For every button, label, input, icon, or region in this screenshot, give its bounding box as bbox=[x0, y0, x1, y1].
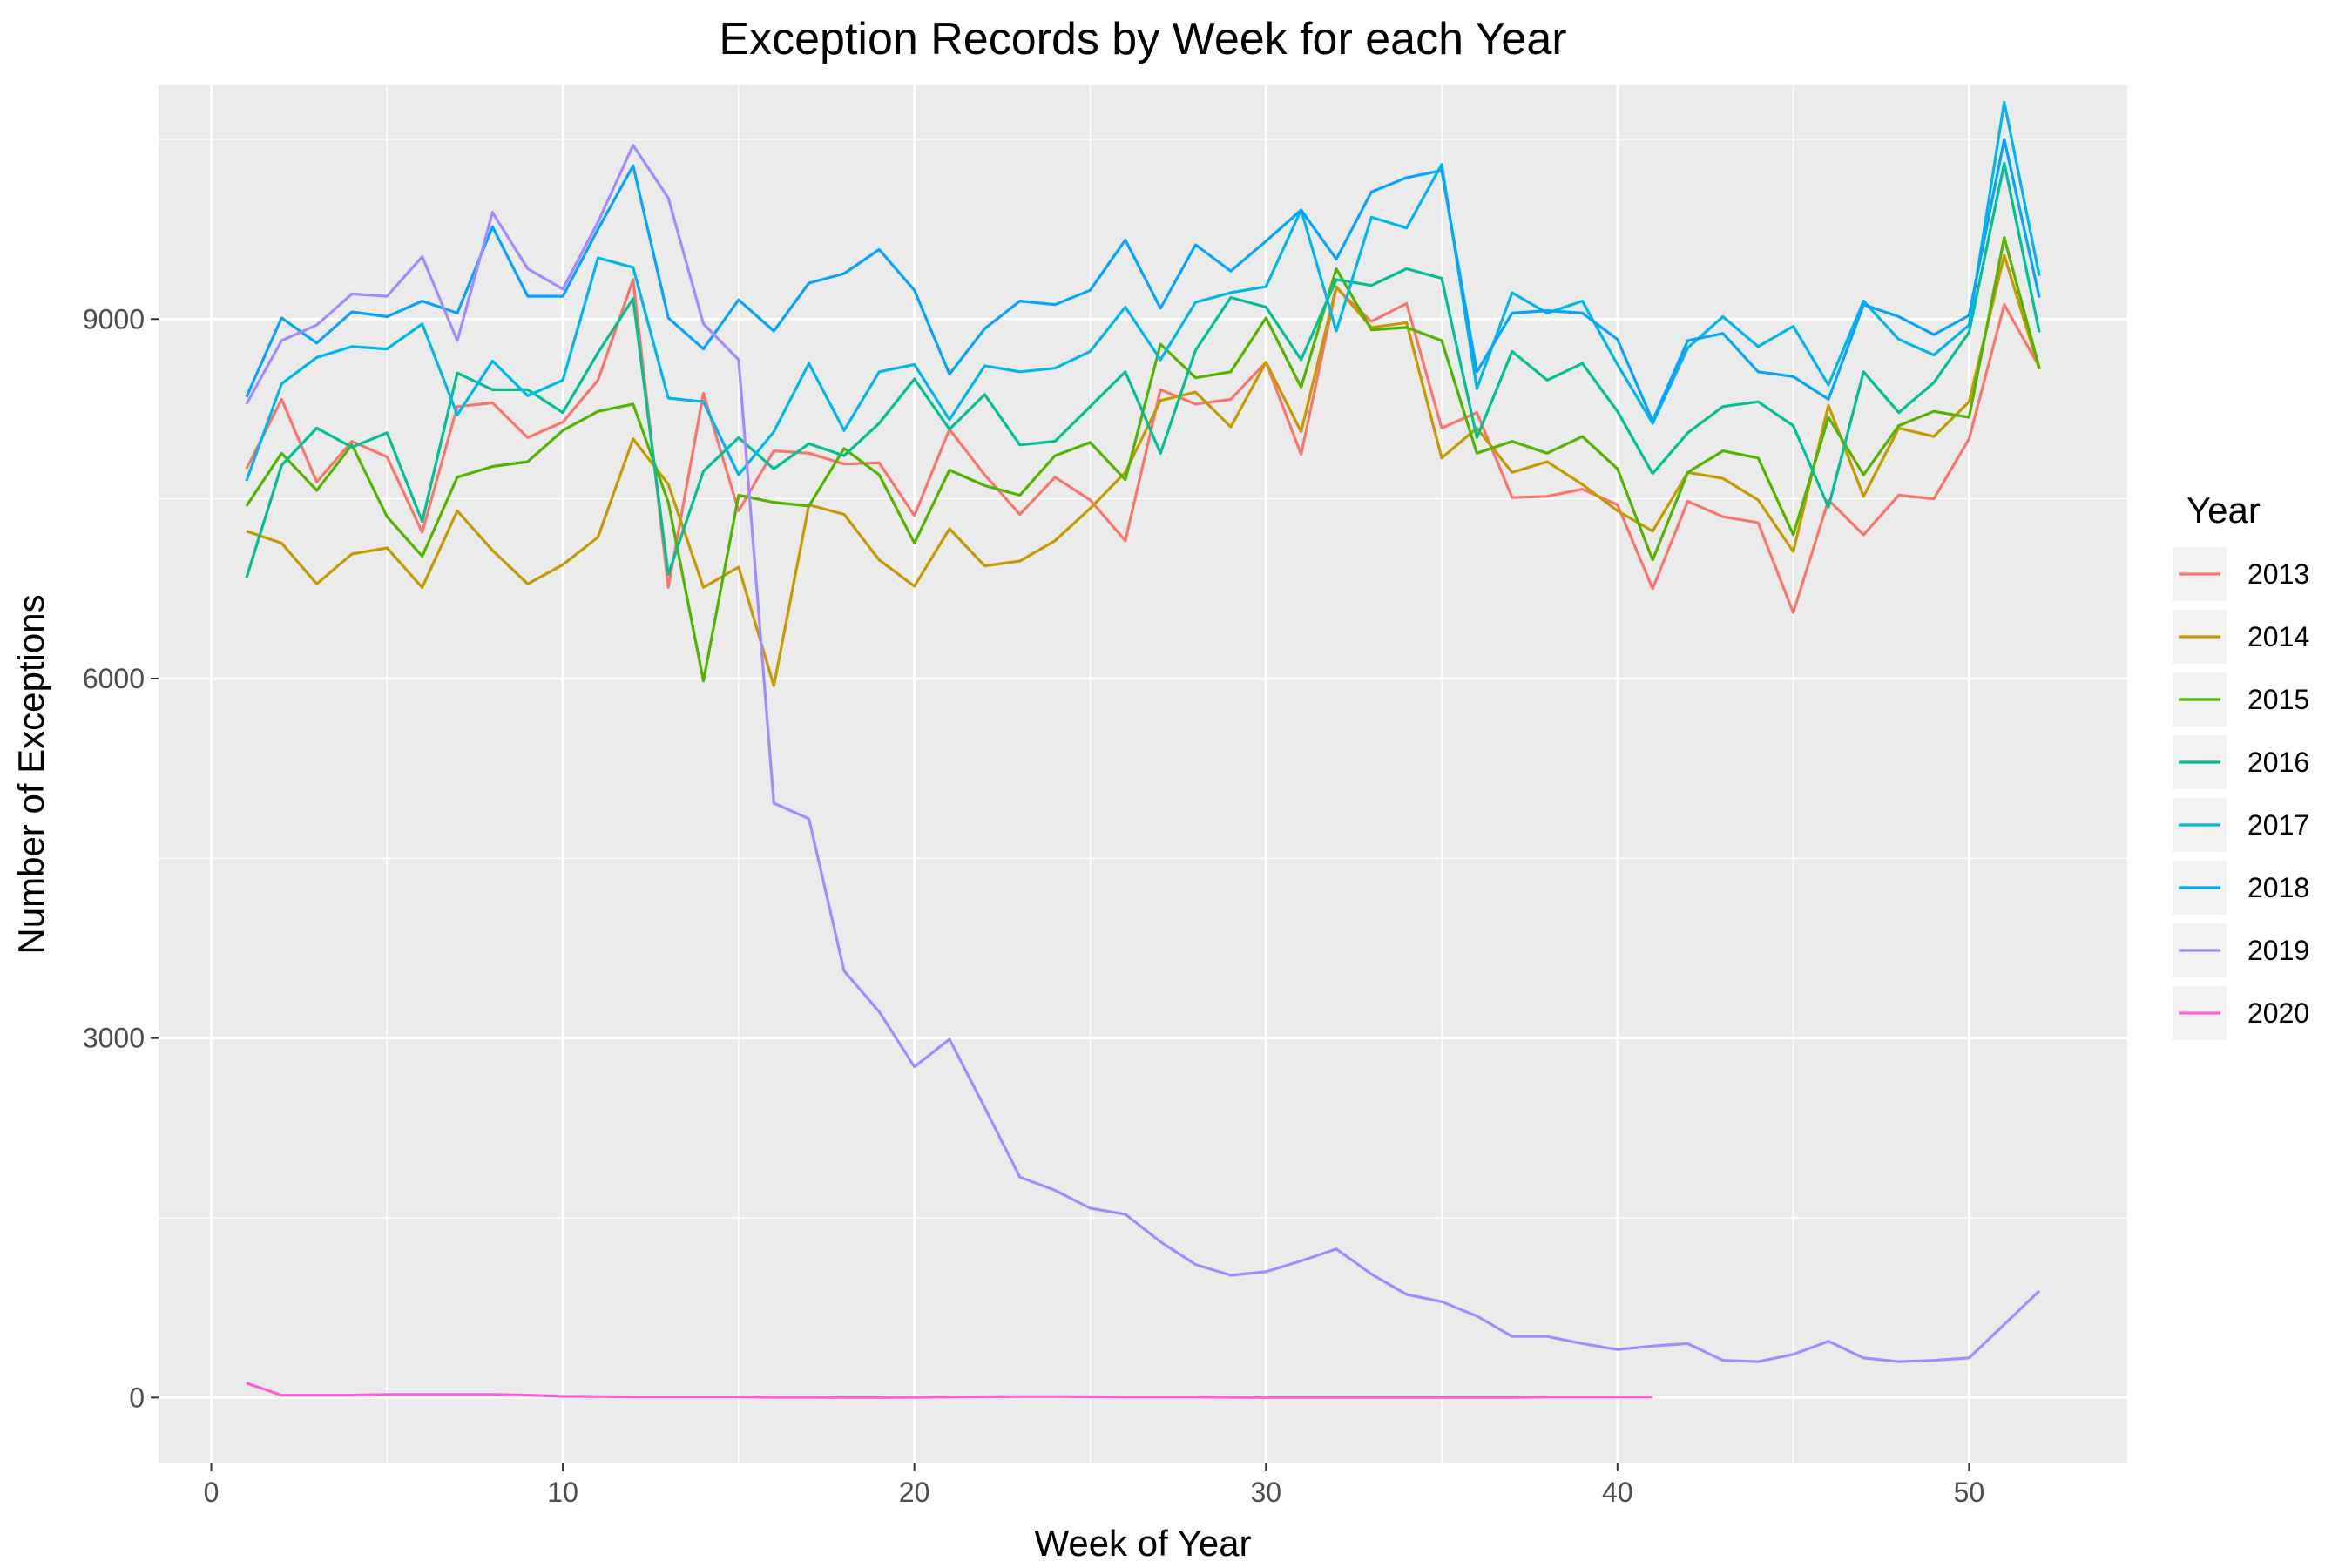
legend-label-2018: 2018 bbox=[2247, 872, 2309, 903]
x-tick-label: 0 bbox=[204, 1477, 220, 1508]
series-line-2013 bbox=[245, 278, 2041, 614]
legend-label-2014: 2014 bbox=[2247, 621, 2309, 652]
y-tick-label: 0 bbox=[129, 1382, 145, 1413]
legend-label-2019: 2019 bbox=[2247, 935, 2309, 966]
y-axis: 0 3000 6000 9000 bbox=[83, 303, 159, 1413]
x-axis: 0 10 20 30 40 50 bbox=[204, 1463, 1985, 1508]
series-line-2017 bbox=[245, 100, 2041, 482]
series-line-2019 bbox=[245, 144, 2041, 1363]
legend-label-2016: 2016 bbox=[2247, 747, 2309, 778]
minor-gridlines bbox=[159, 85, 2127, 1463]
series-lines bbox=[245, 100, 2041, 1399]
major-gridlines bbox=[159, 85, 2127, 1463]
legend-label-2020: 2020 bbox=[2247, 997, 2309, 1029]
legend-items: 2013 2014 2015 2016 2017 2018 2019 2020 bbox=[2173, 547, 2309, 1040]
y-tick-label: 6000 bbox=[83, 663, 145, 694]
x-tick-label: 50 bbox=[1954, 1477, 1985, 1508]
y-tick-label: 9000 bbox=[83, 303, 145, 335]
x-tick-label: 40 bbox=[1602, 1477, 1633, 1508]
chart-title: Exception Records by Week for each Year bbox=[719, 14, 1566, 64]
plot-panel bbox=[159, 85, 2127, 1463]
legend-label-2015: 2015 bbox=[2247, 684, 2309, 715]
x-tick-label: 20 bbox=[899, 1477, 930, 1508]
legend-label-2013: 2013 bbox=[2247, 558, 2309, 590]
series-line-2020 bbox=[246, 1382, 1653, 1399]
x-axis-title: Week of Year bbox=[1034, 1523, 1251, 1564]
y-axis-title: Number of Exceptions bbox=[10, 594, 51, 954]
legend: Year 2013 2014 2015 2016 2017 2018 2019 2020 bbox=[2173, 490, 2309, 1040]
legend-label-2017: 2017 bbox=[2247, 809, 2309, 841]
series-line-2018 bbox=[245, 138, 2041, 422]
y-tick-label: 3000 bbox=[83, 1023, 145, 1054]
series-line-2016 bbox=[245, 161, 2041, 578]
x-tick-label: 10 bbox=[547, 1477, 578, 1508]
series-line-2014 bbox=[246, 253, 2041, 687]
legend-title: Year bbox=[2186, 490, 2261, 531]
x-tick-label: 30 bbox=[1250, 1477, 1281, 1508]
